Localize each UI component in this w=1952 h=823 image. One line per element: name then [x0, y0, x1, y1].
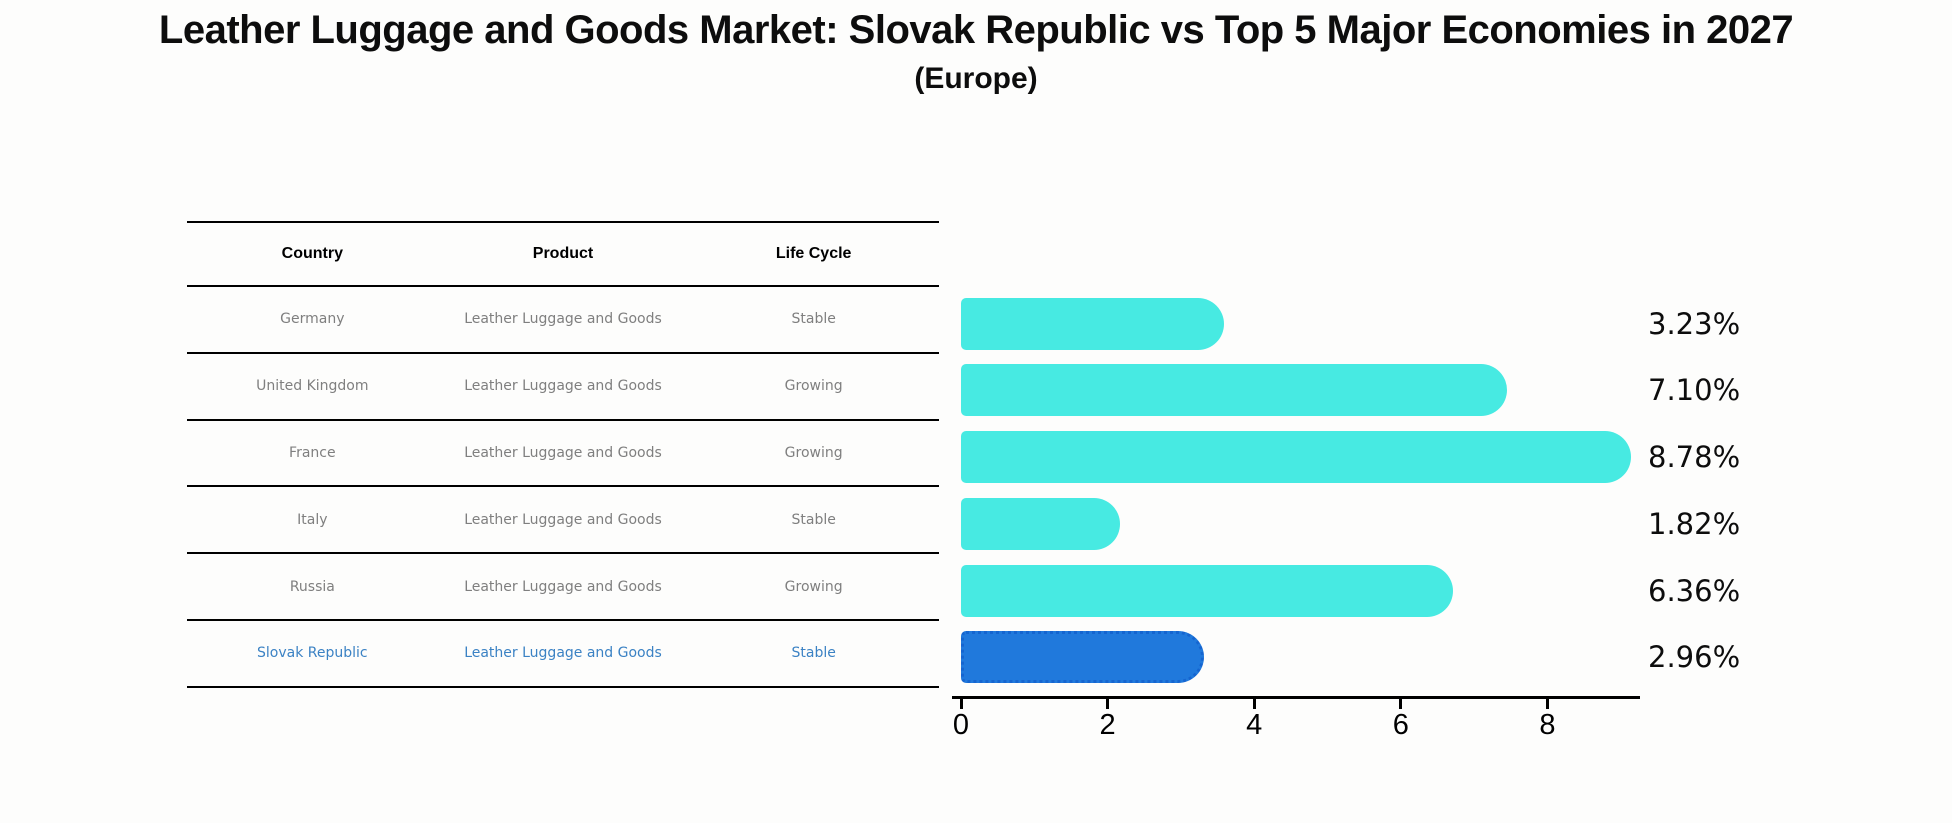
x-tick-label-2: 2	[1099, 709, 1116, 741]
col-header-product: Product	[532, 245, 594, 262]
x-tick-0	[959, 699, 963, 709]
value-label-italy: 1.82%	[1648, 506, 1741, 541]
x-axis-line	[952, 696, 1640, 699]
data-table: Country Product Life Cycle Germany Leathe…	[187, 221, 939, 688]
col-header-country: Country	[281, 245, 343, 262]
lifecycle-cell: Growing	[784, 578, 843, 595]
x-tick-label-0: 0	[952, 709, 970, 741]
country-cell: France	[289, 444, 336, 461]
product-cell: Leather Luggage and Goods	[464, 311, 662, 328]
value-label-slovak-republic: 2.96%	[1648, 640, 1741, 675]
table-body: Germany Leather Luggage and Goods Stable Un…	[187, 287, 939, 688]
x-tick-label-6: 6	[1392, 709, 1409, 741]
x-tick-8	[1545, 699, 1549, 709]
x-tick-label-8: 8	[1539, 709, 1556, 741]
country-cell: Italy	[297, 511, 328, 528]
value-label-germany: 3.23%	[1648, 306, 1741, 341]
country-cell: Germany	[280, 311, 345, 328]
bar-russia	[961, 564, 1454, 617]
table-row-russia: Russia Leather Luggage and Goods Growing	[187, 554, 939, 621]
value-label-united-kingdom: 7.10%	[1648, 373, 1741, 408]
lifecycle-cell: Stable	[791, 511, 836, 528]
table-row-italy: Italy Leather Luggage and Goods Stable	[187, 487, 939, 555]
table-row-slovak-republic: Slovak Republic Leather Luggage and Goods…	[187, 621, 939, 688]
table-header: Country Product Life Cycle	[187, 221, 939, 287]
country-cell: Russia	[289, 578, 335, 595]
x-tick-6	[1399, 699, 1403, 709]
value-label-france: 8.78%	[1648, 440, 1741, 475]
table-row-united-kingdom: United Kingdom Leather Luggage and Goods G…	[187, 354, 939, 421]
country-cell: Slovak Republic	[257, 645, 368, 662]
lifecycle-cell: Growing	[784, 444, 843, 461]
x-tick-2	[1106, 699, 1110, 709]
product-cell: Leather Luggage and Goods	[464, 578, 662, 595]
product-cell: Leather Luggage and Goods	[464, 645, 662, 662]
product-cell: Leather Luggage and Goods	[464, 511, 662, 528]
x-tick-label-4: 4	[1246, 709, 1263, 741]
lifecycle-cell: Stable	[791, 645, 836, 662]
col-header-lifecycle: Life Cycle	[775, 245, 852, 262]
product-cell: Leather Luggage and Goods	[464, 378, 662, 395]
chart-subtitle: (Europe)	[914, 62, 1038, 95]
product-cell: Leather Luggage and Goods	[464, 444, 662, 461]
bar-slovak-republic	[961, 631, 1204, 684]
bar-united-kingdom	[961, 364, 1508, 417]
chart-title: Leather Luggage and Goods Market: Slovak…	[158, 8, 1794, 52]
bar-germany	[961, 297, 1224, 350]
bar-italy	[961, 497, 1121, 550]
x-tick-4	[1252, 699, 1256, 709]
bar-france	[961, 431, 1631, 484]
table-row-france: France Leather Luggage and Goods Growing	[187, 421, 939, 488]
table-row-germany: Germany Leather Luggage and Goods Stable	[187, 287, 939, 354]
lifecycle-cell: Stable	[791, 311, 836, 328]
country-cell: United Kingdom	[256, 378, 369, 395]
lifecycle-cell: Growing	[784, 378, 843, 395]
value-label-russia: 6.36%	[1648, 573, 1741, 608]
